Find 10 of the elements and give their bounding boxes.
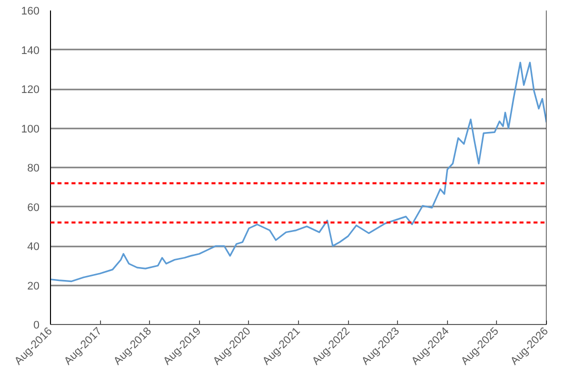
y-tick-label: 80 bbox=[27, 162, 40, 174]
y-tick-label: 60 bbox=[27, 202, 40, 214]
line-series bbox=[50, 62, 546, 282]
y-tick-label: 160 bbox=[21, 6, 40, 18]
y-tick-label: 0 bbox=[33, 320, 40, 332]
y-tick-label: 100 bbox=[21, 123, 40, 136]
y-tick-label: 140 bbox=[21, 44, 40, 57]
y-tick-label: 20 bbox=[27, 280, 40, 292]
y-tick-label: 120 bbox=[21, 84, 40, 96]
y-tick-label: 40 bbox=[27, 241, 40, 253]
